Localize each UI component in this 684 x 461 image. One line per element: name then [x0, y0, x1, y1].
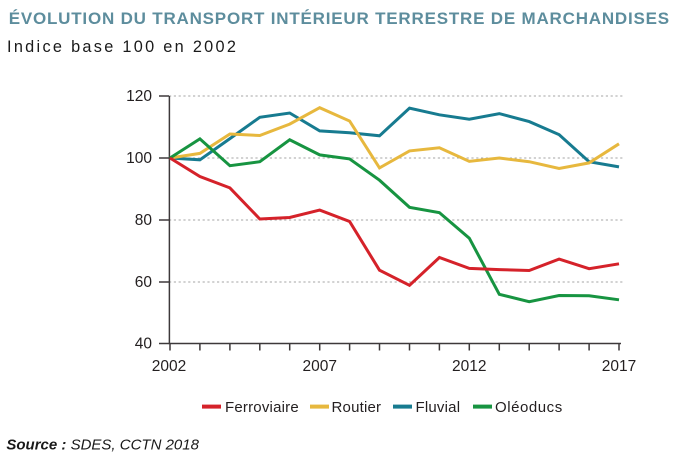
svg-text:Oléoducs: Oléoducs: [495, 399, 563, 416]
svg-text:120: 120: [126, 88, 152, 105]
svg-text:Ferroviaire: Ferroviaire: [225, 399, 299, 416]
svg-text:100: 100: [126, 150, 152, 167]
svg-text:2012: 2012: [452, 358, 486, 375]
svg-text:2017: 2017: [602, 358, 636, 375]
svg-text:2002: 2002: [152, 358, 186, 375]
svg-text:Indice base 100 en 2002: Indice base 100 en 2002: [7, 38, 238, 56]
svg-text:2007: 2007: [302, 358, 336, 375]
svg-text:80: 80: [135, 212, 153, 229]
svg-text:Source : SDES, CCTN 2018: Source : SDES, CCTN 2018: [6, 437, 199, 454]
svg-text:Routier: Routier: [332, 399, 382, 416]
svg-text:40: 40: [135, 335, 153, 352]
svg-text:60: 60: [135, 274, 153, 291]
svg-text:ÉVOLUTION DU TRANSPORT INTÉRIE: ÉVOLUTION DU TRANSPORT INTÉRIEUR TERREST…: [9, 9, 670, 28]
svg-text:Fluvial: Fluvial: [416, 399, 461, 416]
